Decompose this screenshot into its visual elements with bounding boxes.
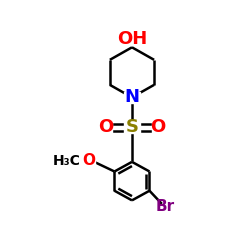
- Polygon shape: [100, 122, 112, 133]
- Text: N: N: [124, 88, 140, 106]
- Polygon shape: [124, 121, 140, 133]
- Polygon shape: [152, 122, 164, 133]
- Polygon shape: [82, 155, 95, 167]
- Text: O: O: [82, 154, 95, 168]
- Text: Br: Br: [156, 199, 175, 214]
- Text: O: O: [150, 118, 166, 136]
- Text: O: O: [98, 118, 114, 136]
- Text: H₃C: H₃C: [52, 154, 80, 168]
- Text: OH: OH: [117, 30, 147, 48]
- Polygon shape: [124, 92, 140, 103]
- Text: S: S: [126, 118, 138, 136]
